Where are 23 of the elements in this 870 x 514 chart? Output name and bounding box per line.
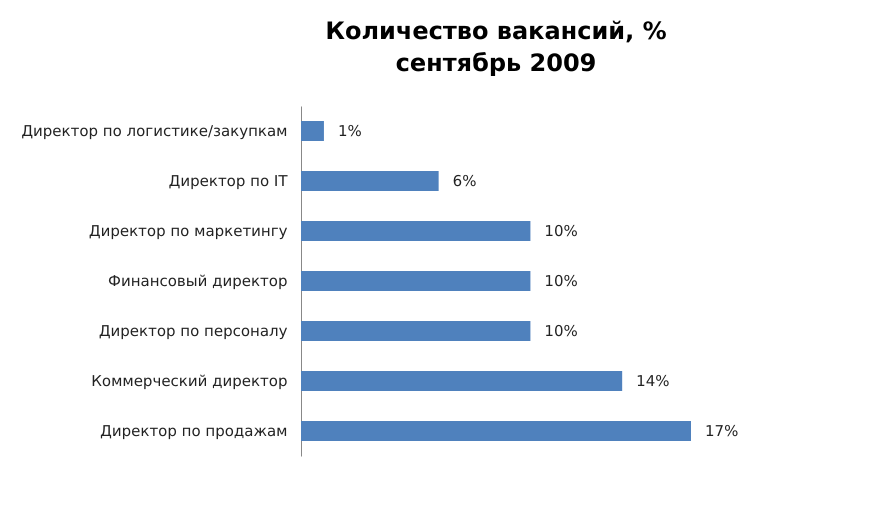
data-label: 10%	[544, 272, 578, 290]
bar	[301, 371, 622, 391]
data-label: 17%	[705, 422, 738, 440]
chart-title: Количество вакансий, %	[325, 17, 667, 45]
data-label: 14%	[636, 372, 670, 390]
bar	[301, 321, 530, 341]
chart-subtitle: сентябрь 2009	[396, 49, 596, 77]
y-tick-label: Директор по логистике/закупкам	[21, 122, 288, 140]
data-label: 10%	[544, 222, 578, 240]
bar	[301, 121, 324, 141]
y-tick-label: Финансовый директор	[108, 272, 288, 290]
y-tick-label: Коммерческий директор	[91, 372, 288, 390]
y-tick-label: Директор по IT	[168, 172, 288, 190]
y-tick-label: Директор по персоналу	[98, 322, 288, 340]
bar	[301, 221, 530, 241]
y-tick-label: Директор по продажам	[100, 422, 288, 440]
y-tick-label: Директор по маркетингу	[88, 222, 288, 240]
bar	[301, 171, 439, 191]
data-label: 6%	[452, 172, 476, 190]
data-label: 1%	[338, 122, 362, 140]
bar	[301, 421, 691, 441]
bar	[301, 271, 530, 291]
data-label: 10%	[544, 322, 578, 340]
